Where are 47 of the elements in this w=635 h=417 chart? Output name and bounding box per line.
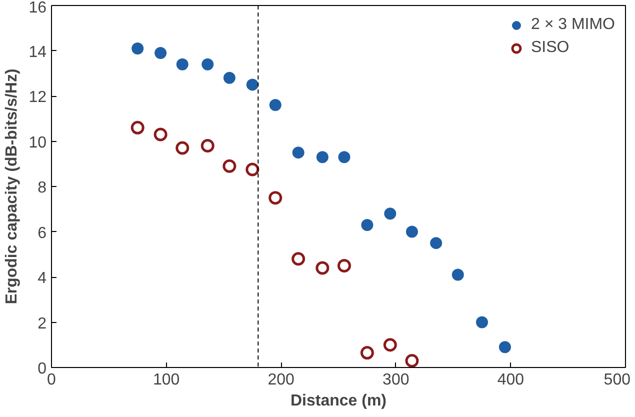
point xyxy=(176,58,188,70)
point xyxy=(338,151,350,164)
y-tick-label: 8 xyxy=(38,180,47,196)
point xyxy=(132,42,144,54)
legend-label: SISO xyxy=(530,39,570,57)
point xyxy=(406,226,418,238)
point xyxy=(154,128,168,142)
point xyxy=(292,146,304,159)
point xyxy=(222,159,236,173)
point xyxy=(360,346,374,360)
y-tick-label: 0 xyxy=(38,360,47,378)
y-tick-label: 6 xyxy=(38,224,47,242)
point xyxy=(200,139,214,153)
point xyxy=(223,72,236,84)
point xyxy=(246,78,258,91)
x-tick-label: 500 xyxy=(604,372,631,388)
point xyxy=(316,151,328,164)
y-tick-label: 12 xyxy=(28,89,47,106)
point xyxy=(337,258,351,272)
point xyxy=(430,237,442,250)
y-tick-label: 16 xyxy=(28,0,47,16)
point xyxy=(316,261,330,275)
point xyxy=(498,341,511,354)
x-tick-label: 100 xyxy=(152,372,180,388)
point xyxy=(384,208,396,220)
x-tick-label: 400 xyxy=(497,372,524,388)
point xyxy=(383,338,397,352)
point xyxy=(154,47,167,59)
y-tick-label: 4 xyxy=(38,270,47,287)
point xyxy=(405,354,419,368)
point xyxy=(452,268,464,281)
point xyxy=(361,218,374,231)
point xyxy=(202,58,214,70)
x-axis-title: Distance (m) xyxy=(290,392,387,410)
point xyxy=(268,191,282,205)
point xyxy=(176,141,190,155)
point xyxy=(269,99,282,112)
x-tick-label: 300 xyxy=(382,372,410,388)
y-tick-label: 2 xyxy=(38,315,47,332)
y-axis-title: Ergodic capacity (dB-bits/s/Hz) xyxy=(4,68,21,304)
point xyxy=(292,252,306,266)
point xyxy=(476,316,488,328)
y-tick-label: 14 xyxy=(28,44,47,61)
legend-label: 2 × 3 MIMO xyxy=(530,16,615,34)
x-tick-label: 200 xyxy=(268,372,295,388)
point xyxy=(130,120,144,134)
y-tick-label: 10 xyxy=(28,134,47,152)
